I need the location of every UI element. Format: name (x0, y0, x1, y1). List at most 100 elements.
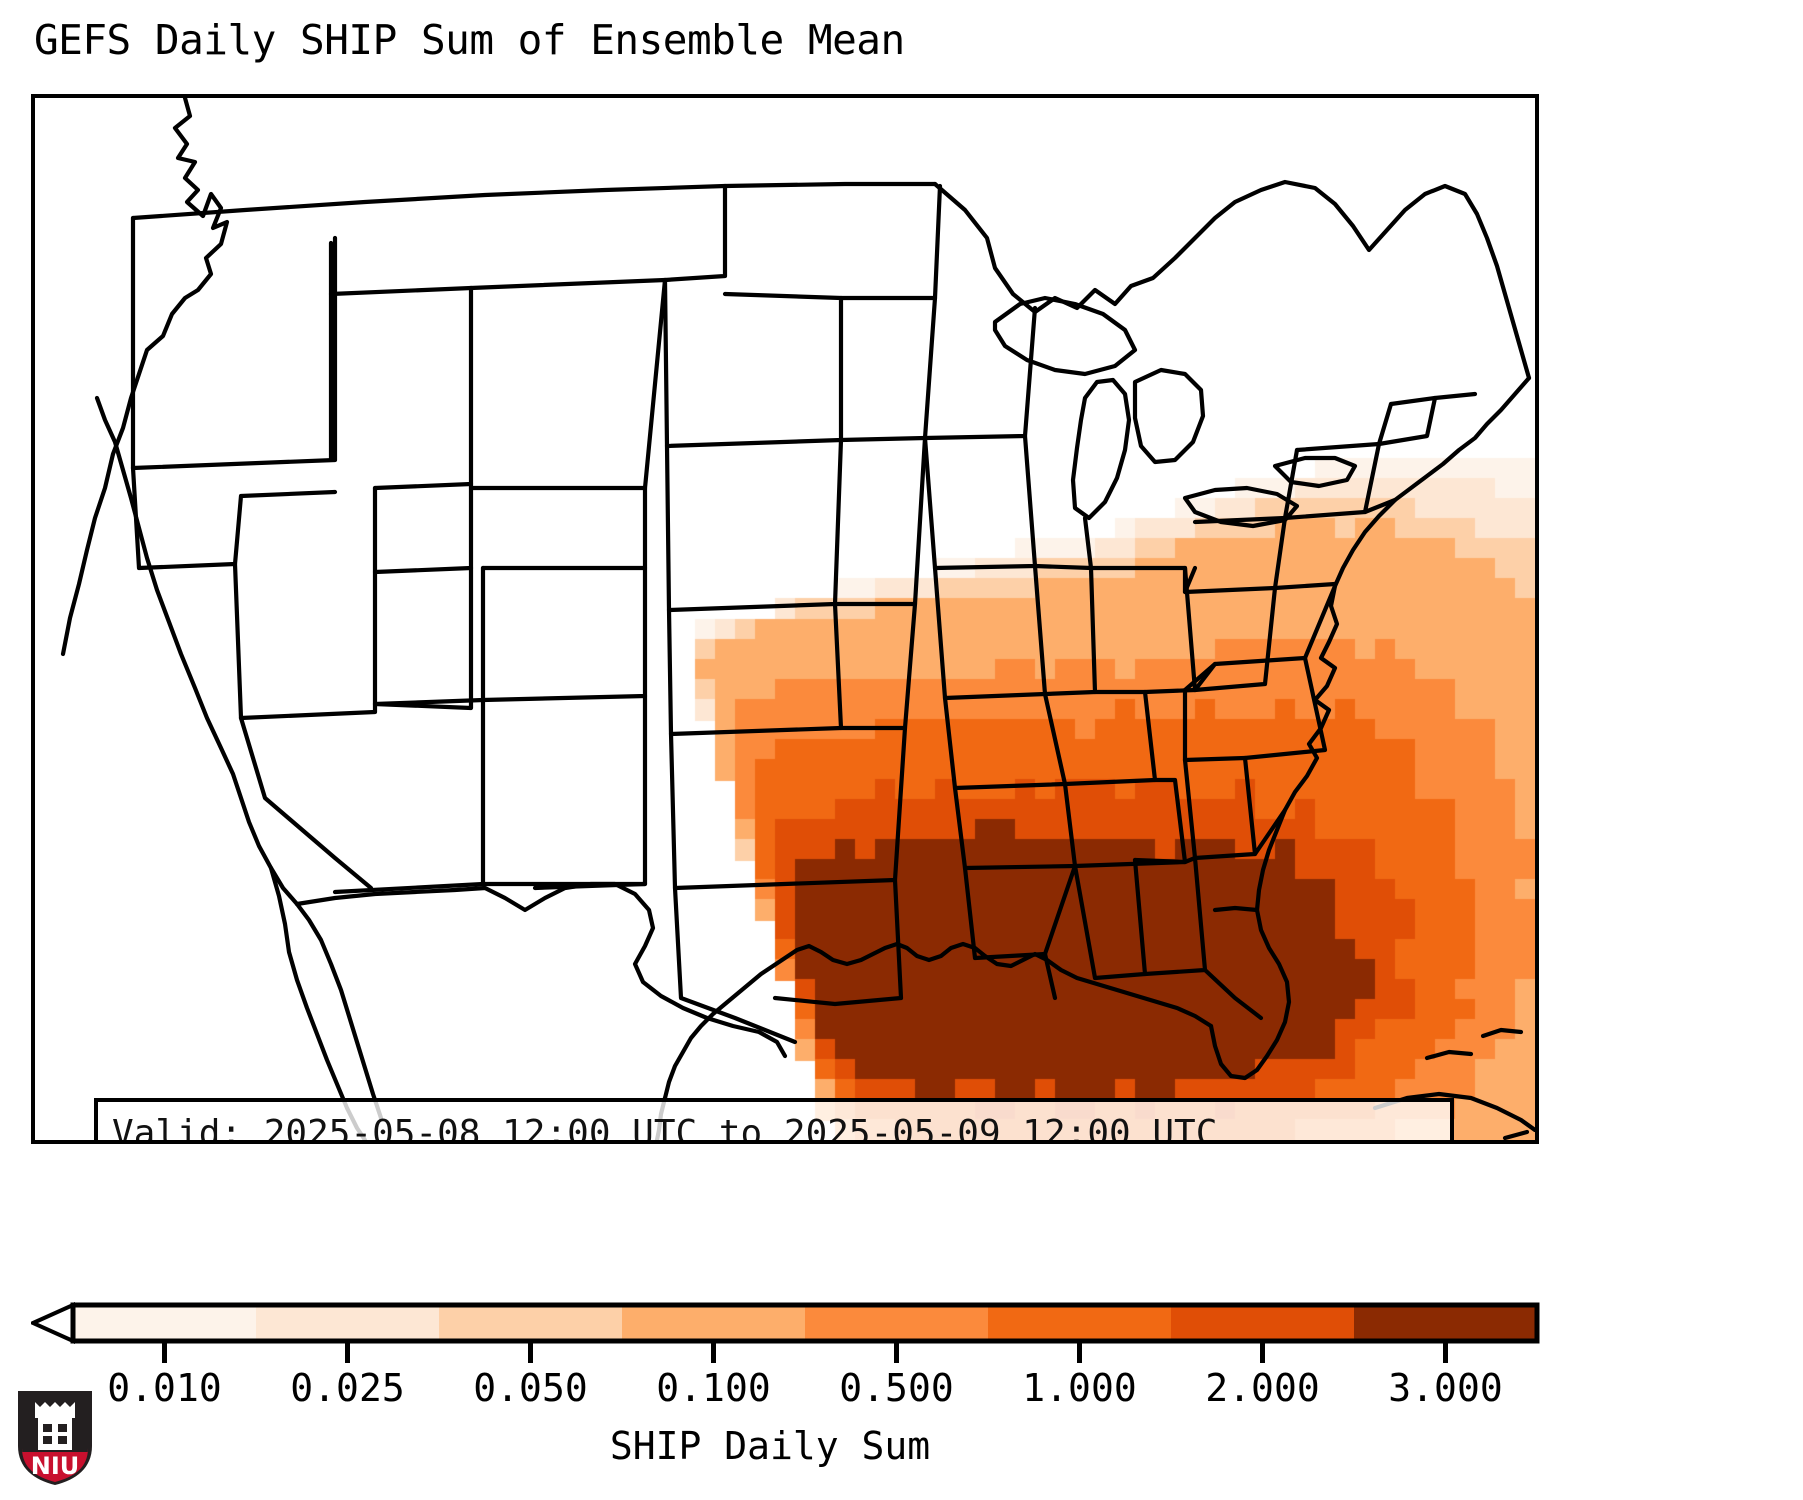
geo-outline (1502, 1129, 1530, 1140)
geo-outline (532, 881, 648, 891)
geo-outline (666, 601, 844, 737)
geo-outline (480, 565, 648, 703)
geo-outline (372, 565, 474, 711)
geo-outline (662, 183, 728, 283)
geo-outline (922, 433, 1038, 571)
geo-outline (1042, 951, 1058, 1001)
geo-outline (664, 437, 844, 613)
geo-outline (1070, 377, 1132, 521)
geo-outline (1072, 777, 1188, 869)
geo-outline (668, 725, 908, 891)
geo-outline (1212, 905, 1260, 913)
geo-outline (1208, 375, 1532, 1081)
niu-wordmark: NIU (31, 1452, 80, 1480)
map-inner (35, 98, 1535, 1140)
colorbar-tick-label: 0.010 (107, 1366, 222, 1410)
geo-outline (1376, 401, 1394, 447)
colorbar-ticks (162, 1343, 1448, 1363)
geo-outline (962, 863, 1078, 961)
geo-outline (772, 877, 904, 1007)
geo-outline (672, 885, 798, 1045)
geo-outline (60, 98, 230, 657)
geo-outline (238, 485, 378, 721)
castle-body-shape (38, 1418, 72, 1450)
geo-outline (1182, 757, 1198, 861)
colorbar-tick-label: 3.000 (1388, 1366, 1503, 1410)
geo-outline (952, 781, 1078, 871)
geo-outline (1182, 755, 1258, 861)
colorbar-tick-label: 0.100 (656, 1366, 771, 1410)
geo-outline (130, 181, 938, 221)
geo-outline (480, 693, 648, 887)
geo-outline (1072, 857, 1148, 981)
geo-outline (1252, 807, 1288, 857)
geo-outline (372, 285, 474, 491)
geo-outline (932, 563, 1048, 701)
colorbar-tick-label: 0.500 (839, 1366, 954, 1410)
geo-outline (372, 565, 486, 707)
geo-outline (232, 561, 244, 721)
colorbar-tick-label: 2.000 (1205, 1366, 1320, 1410)
colorbar-tick-labels: 0.010 0.025 0.050 0.100 0.500 1.000 2.000 3.000 (0, 1366, 1803, 1422)
geo-outline (1142, 855, 1208, 977)
geo-outline (1192, 515, 1288, 591)
geo-outline (932, 179, 1532, 381)
geo-outline (1132, 857, 1188, 865)
geo-outline (838, 295, 938, 441)
geo-outline (1202, 967, 1264, 1021)
map-panel[interactable]: Valid: 2025-05-08 12:00 UTC to 2025-05-0… (31, 94, 1539, 1144)
geo-outline (238, 715, 374, 891)
geo-outline (1302, 583, 1338, 661)
geo-outline (1432, 391, 1478, 401)
niu-red-band (22, 1448, 88, 1482)
geo-outline (932, 183, 943, 301)
geo-outline (1088, 565, 1198, 695)
geo-outline (468, 485, 648, 571)
geo-outline (1182, 565, 1278, 693)
geo-outline (294, 901, 384, 1121)
geo-outline (1282, 447, 1300, 521)
geo-outline (838, 435, 928, 607)
colorbar-tick-label: 1.000 (1022, 1366, 1137, 1410)
geo-outline (1082, 515, 1094, 571)
valid-time-text: Valid: 2025-05-08 12:00 UTC to 2025-05-0… (112, 1113, 1218, 1144)
geo-outline (1376, 395, 1438, 447)
colorbar-gradient (31, 1302, 1540, 1344)
annotation-box: Valid: 2025-05-08 12:00 UTC to 2025-05-0… (94, 1098, 1454, 1144)
page-title: GEFS Daily SHIP Sum of Ensemble Mean (34, 16, 905, 64)
geo-outline (1282, 441, 1382, 521)
geo-outline (1272, 581, 1338, 591)
colorbar[interactable] (31, 1302, 1541, 1344)
geo-outline (372, 481, 474, 575)
geo-outline (1362, 497, 1398, 515)
geo-outline (294, 881, 788, 1059)
geo-outline (1480, 1027, 1524, 1039)
geo-outline (332, 697, 486, 895)
geo-outline (1192, 661, 1218, 693)
geo-outline (662, 277, 844, 449)
geo-outline (130, 465, 338, 571)
geo-outline (1272, 455, 1358, 489)
geo-outline (94, 395, 300, 907)
geo-outline (992, 295, 1138, 377)
geo-outline (1182, 565, 1198, 595)
geo-outline (1424, 1049, 1474, 1061)
ship-heatmap-layer (35, 98, 1535, 1140)
geo-outline (328, 285, 474, 297)
colorbar-tick-label: 0.025 (290, 1366, 405, 1410)
geo-outline (922, 305, 1038, 441)
castle-crown-shape (35, 1402, 75, 1418)
geo-outline (942, 691, 1068, 791)
geo-outline (1062, 689, 1158, 787)
geo-outline (130, 235, 338, 471)
colorbar-tick-label: 0.050 (473, 1366, 588, 1410)
geo-outline (468, 277, 668, 491)
colorbar-axis-label: SHIP Daily Sum (609, 1424, 931, 1468)
geo-outline (662, 941, 1214, 1101)
geography-layer (60, 98, 1535, 1140)
geo-outline (1132, 367, 1206, 465)
geo-outline (1032, 563, 1098, 697)
niu-logo: NIU (18, 1391, 92, 1485)
geo-outline (832, 601, 918, 731)
